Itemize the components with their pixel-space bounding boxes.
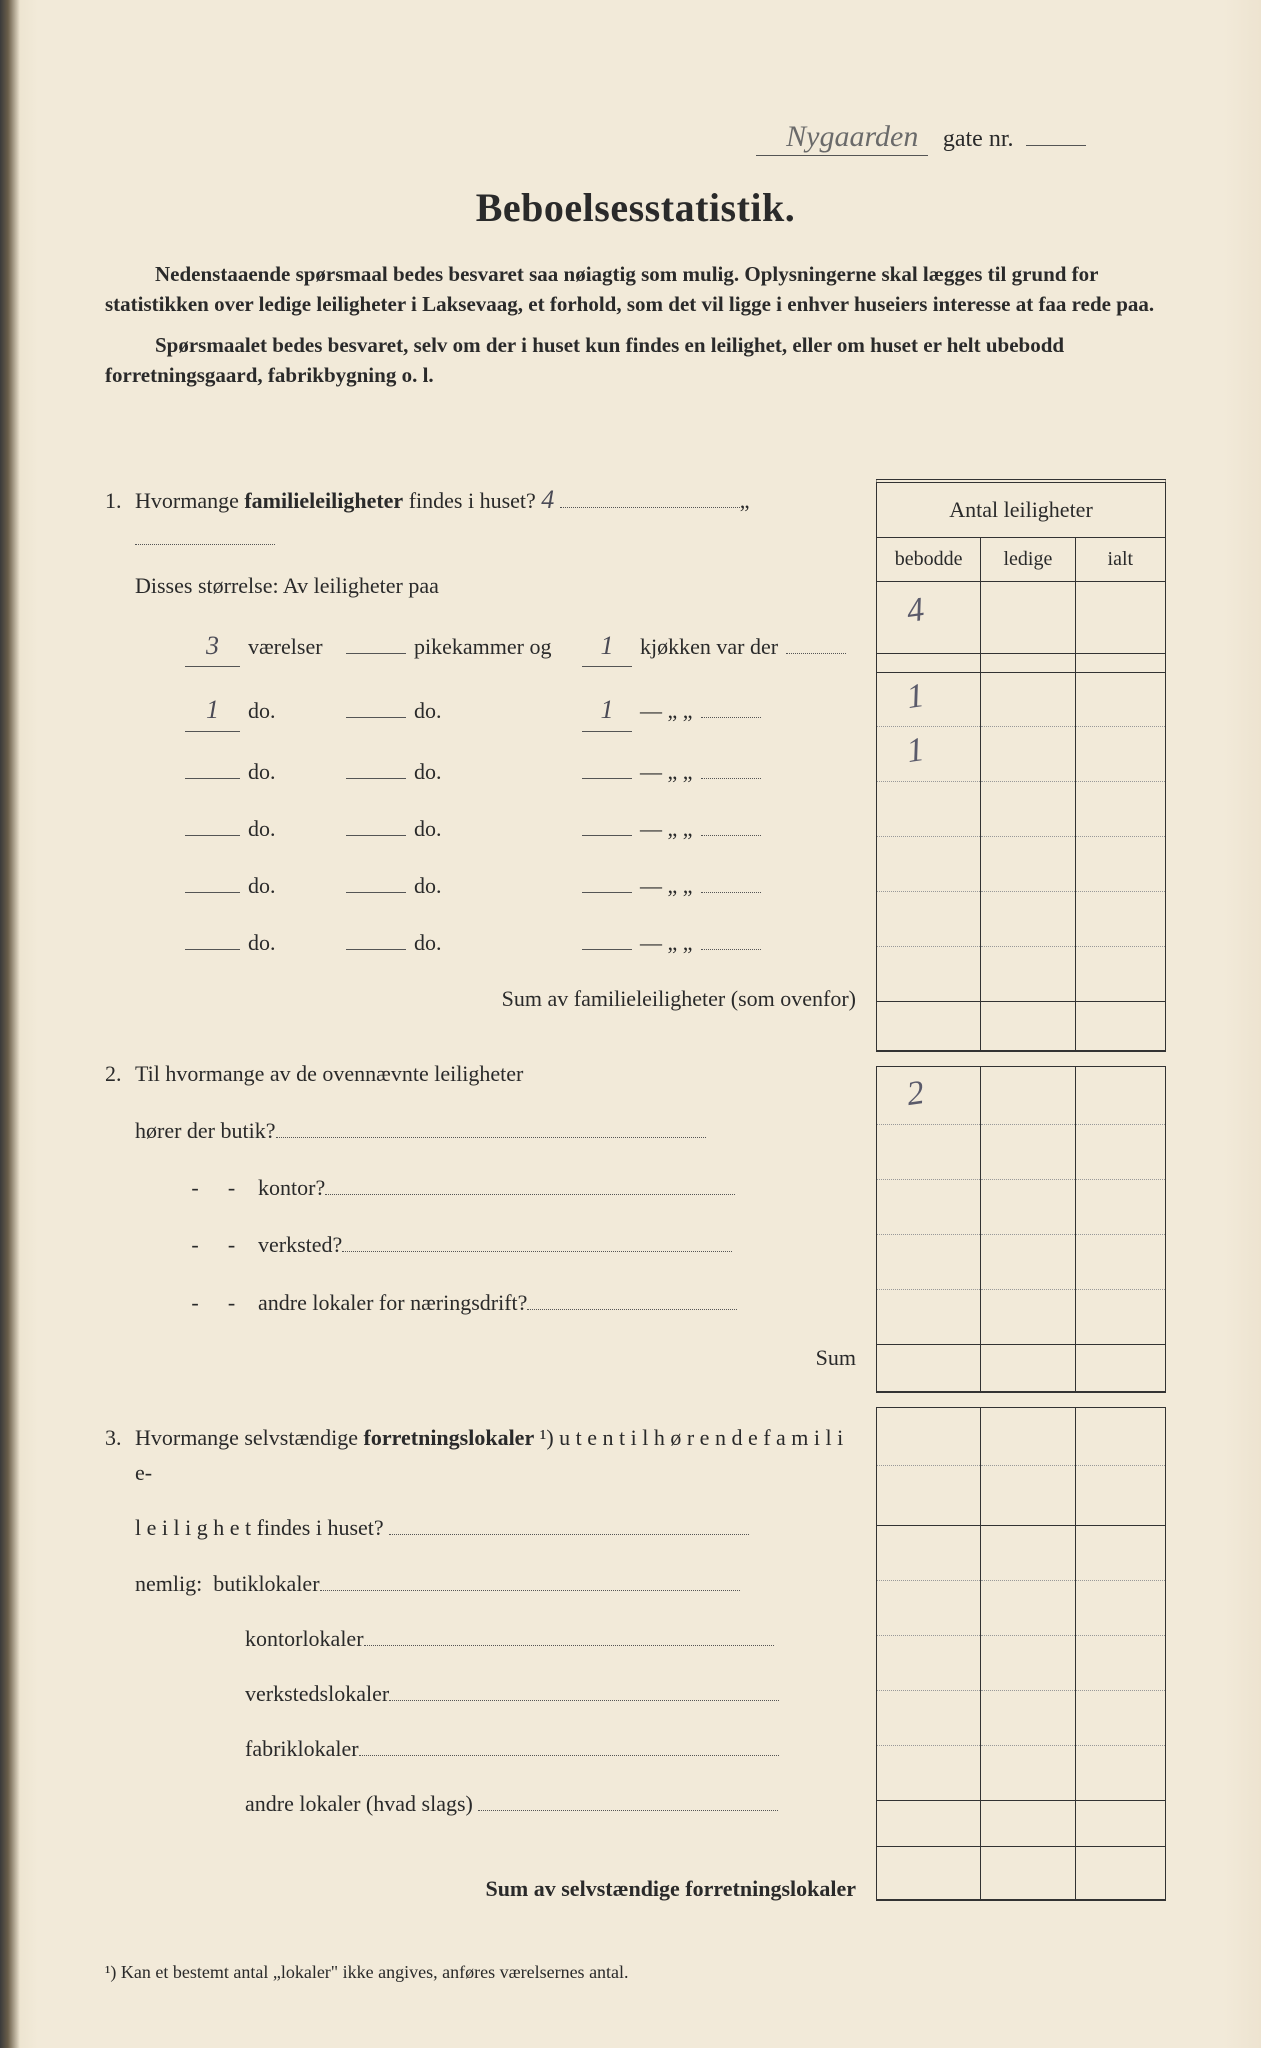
- q1-size-row-3: do. do. — „ „: [185, 811, 856, 846]
- street-name-handwritten: Nygaarden: [756, 120, 928, 156]
- q1-subheading: Disses størrelse: Av leiligheter paa: [135, 568, 856, 603]
- gate-nr-blank: [1026, 145, 1086, 146]
- gate-nr-label: gate nr.: [943, 126, 1014, 152]
- q1-size-row-2: do. do. — „ „: [185, 754, 856, 789]
- q3-nemlig-row: nemlig: butiklokaler: [135, 1566, 856, 1601]
- intro-paragraph-1: Nedenstaaende spørsmaal bedes besvaret s…: [105, 259, 1166, 320]
- q1-size-row-4: do. do. — „ „: [185, 868, 856, 903]
- q3-number: 3.: [105, 1420, 135, 1455]
- question-1: 1. Hvormange familieleiligheter findes i…: [105, 479, 856, 556]
- table-body-q3: [876, 1407, 1166, 1901]
- q3-item-2: verkstedslokaler: [245, 1676, 856, 1711]
- question-2: 2. Til hvormange av de ovennævnte leilig…: [105, 1056, 856, 1091]
- q3-text: Hvormange selvstændige forretningslokale…: [135, 1420, 856, 1490]
- q3-item-1: kontorlokaler: [245, 1621, 856, 1656]
- q2-line-0: hører der butik?: [135, 1113, 856, 1148]
- q3-line2: l e i l i g h e t findes i huset?: [135, 1510, 856, 1545]
- q3-item-4: andre lokaler (hvad slags): [245, 1786, 856, 1821]
- intro-text-2: Spørsmaalet bedes besvaret, selv om der …: [105, 333, 1064, 387]
- q3-item-3: fabriklokaler: [245, 1731, 856, 1766]
- address-header: Nygaarden gate nr.: [105, 120, 1166, 154]
- q1-number: 1.: [105, 483, 135, 518]
- q2-line-2: - - verksted?: [135, 1227, 856, 1262]
- q1-size-row-5: do. do. — „ „: [185, 925, 856, 960]
- q1-size-row-0: 3 værelser pikekammer og 1 kjøkken var d…: [185, 625, 856, 668]
- form-content: Antal leiligheter bebodde ledige ialt 4 …: [105, 479, 1166, 1907]
- q1-row0-cell: 1: [904, 677, 926, 717]
- table-column-headers: bebodde ledige ialt: [876, 538, 1166, 582]
- q1-row1-cell: 1: [904, 731, 926, 771]
- table-col3-q1: [1076, 582, 1165, 1052]
- q1-size-row-1: 1 do. do. 1 — „ „: [185, 689, 856, 732]
- col-ledige: ledige: [981, 538, 1075, 581]
- intro-paragraph-2: Spørsmaalet bedes besvaret, selv om der …: [105, 330, 1166, 391]
- col-ialt: ialt: [1076, 538, 1165, 581]
- q2-cell: 2: [904, 1074, 926, 1114]
- q2-text: Til hvormange av de ovennævnte leilighet…: [135, 1056, 856, 1091]
- question-3: 3. Hvormange selvstændige forretningslok…: [105, 1420, 856, 1490]
- q1-sum: Sum av familieleiligheter (som ovenfor): [105, 981, 856, 1016]
- q1-hw-inline: 4: [541, 485, 554, 514]
- count-table: Antal leiligheter bebodde ledige ialt 4 …: [876, 479, 1166, 1901]
- document-title: Beboelsesstatistik.: [105, 184, 1166, 231]
- q1-text: Hvormange familieleiligheter findes i hu…: [135, 479, 856, 556]
- document-page: Nygaarden gate nr. Beboelsesstatistik. N…: [0, 0, 1261, 2048]
- table-body-q2: 2: [876, 1066, 1166, 1393]
- table-main-header: Antal leiligheter: [876, 479, 1166, 538]
- col-bebodde: bebodde: [877, 538, 981, 581]
- q1-answer-cell: 4: [904, 591, 926, 631]
- table-body-q1: 4 1 1: [876, 582, 1166, 1052]
- table-col1-q1: 4 1 1: [877, 582, 981, 1052]
- footnote: ¹) Kan et bestemt antal „lokaler" ikke a…: [105, 1962, 1166, 1983]
- q3-sum: Sum av selvstændige forretningslokaler: [105, 1871, 856, 1906]
- q2-line-3: - - andre lokaler for næringsdrift?: [135, 1285, 856, 1320]
- intro-text-1: Nedenstaaende spørsmaal bedes besvaret s…: [105, 262, 1154, 316]
- table-col2-q1: [981, 582, 1075, 1052]
- q2-line-1: - - kontor?: [135, 1170, 856, 1205]
- q2-sum: Sum: [105, 1340, 856, 1375]
- q2-number: 2.: [105, 1056, 135, 1091]
